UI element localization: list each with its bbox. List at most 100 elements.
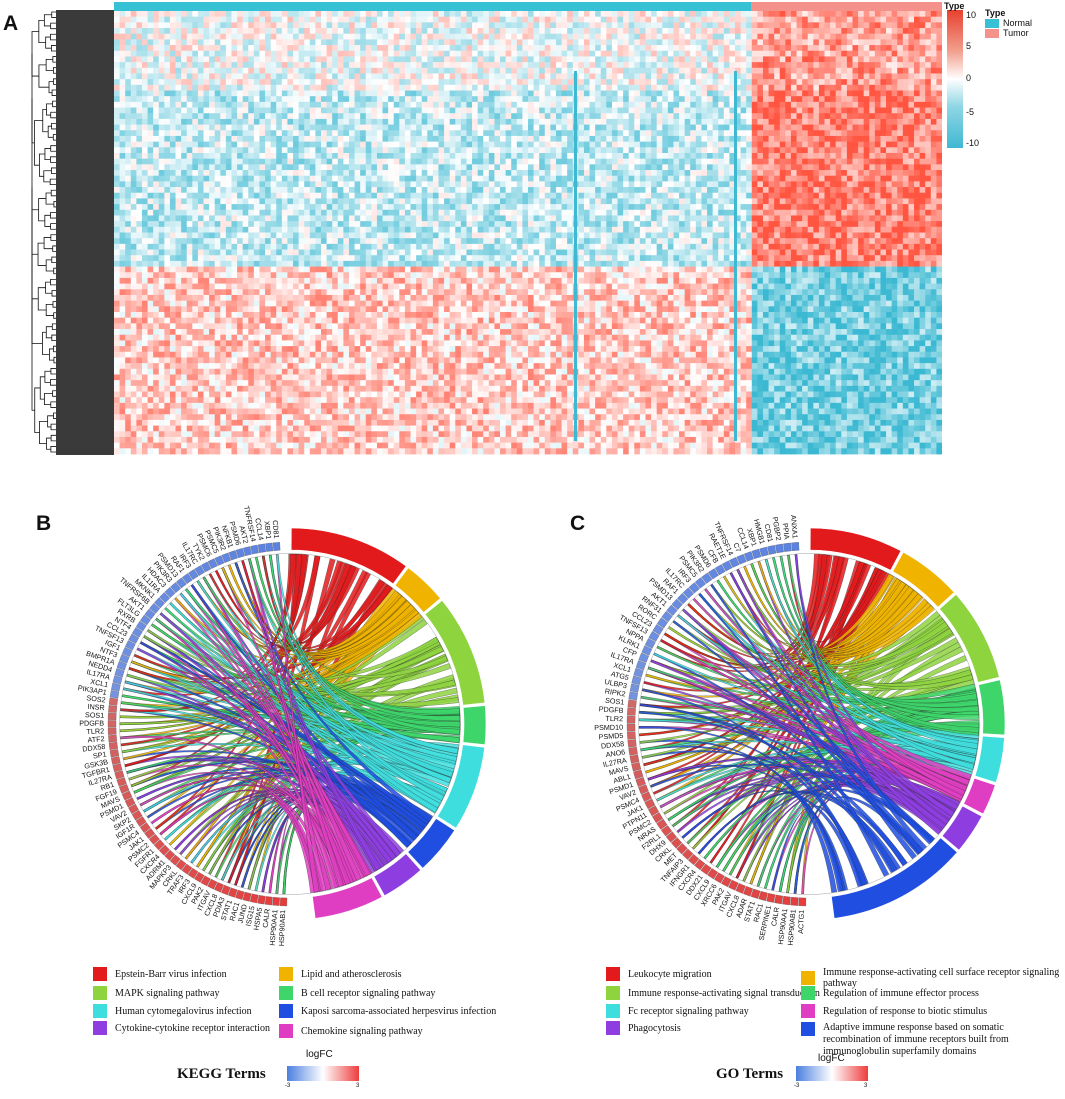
- heatmap-cell: [404, 124, 411, 131]
- heatmap-cell: [662, 90, 669, 97]
- heatmap-cell: [522, 158, 529, 165]
- heatmap-cell: [242, 79, 249, 86]
- heatmap-cell: [578, 79, 585, 86]
- heatmap-cell: [186, 124, 193, 131]
- heatmap-cell: [477, 170, 484, 177]
- heatmap-cell: [707, 158, 714, 165]
- heatmap-cell: [578, 90, 585, 97]
- heatmap-cell: [869, 101, 876, 108]
- heatmap-cell: [796, 181, 803, 188]
- heatmap-cell: [522, 11, 529, 18]
- heatmap-cell: [472, 56, 479, 63]
- heatmap-cell: [477, 124, 484, 131]
- heatmap-cell: [130, 113, 137, 120]
- heatmap-cell: [494, 45, 501, 52]
- heatmap-cell: [416, 67, 423, 74]
- heatmap-cell: [869, 39, 876, 46]
- heatmap-cell: [276, 141, 283, 148]
- heatmap-cell: [304, 90, 311, 97]
- heatmap-cell: [729, 187, 736, 194]
- heatmap-cell: [533, 62, 540, 69]
- heatmap-cell: [242, 101, 249, 108]
- heatmap-cell: [141, 16, 148, 23]
- heatmap-cell: [528, 39, 534, 46]
- heatmap-cell: [925, 22, 932, 29]
- heatmap-cell: [315, 107, 322, 114]
- heatmap-cell: [293, 181, 300, 188]
- heatmap-cell: [125, 141, 132, 148]
- heatmap-cell: [181, 147, 188, 154]
- heatmap-cell: [483, 45, 490, 52]
- heatmap-cell: [203, 101, 210, 108]
- heatmap-cell: [186, 118, 193, 125]
- heatmap-cell: [539, 56, 546, 63]
- heatmap-cell: [511, 101, 518, 108]
- heatmap-cell: [309, 62, 316, 69]
- heatmap-cell: [472, 107, 479, 114]
- heatmap-cell: [404, 28, 411, 35]
- heatmap-cell: [578, 50, 585, 57]
- heatmap-cell: [410, 90, 417, 97]
- heatmap-cell: [925, 67, 932, 74]
- heatmap-cell: [472, 147, 479, 154]
- heatmap-cell: [511, 50, 518, 57]
- heatmap-cell: [595, 158, 602, 165]
- heatmap-cell: [578, 118, 585, 125]
- heatmap-cell: [248, 175, 255, 182]
- dendrogram-branch: [53, 356, 56, 364]
- heatmap-cell: [606, 96, 613, 103]
- heatmap-cell: [293, 22, 300, 29]
- heatmap-cell: [203, 33, 210, 40]
- heatmap-cell: [505, 107, 512, 114]
- heatmap-cell: [203, 45, 210, 52]
- heatmap-cell: [321, 90, 327, 97]
- heatmap-cell: [886, 135, 893, 143]
- heatmap-cell: [628, 152, 635, 160]
- heatmap-cell: [326, 118, 333, 125]
- heatmap-cell: [611, 50, 618, 57]
- heatmap-cell: [287, 56, 294, 63]
- heatmap-cell: [623, 158, 630, 165]
- heatmap-cell: [790, 141, 797, 148]
- heatmap-cell: [371, 56, 378, 63]
- heatmap-cell: [578, 39, 585, 46]
- heatmap-cell: [886, 56, 893, 63]
- heatmap-cell: [707, 11, 714, 18]
- heatmap-cell: [936, 130, 942, 137]
- heatmap-cell: [863, 152, 870, 160]
- heatmap-cell: [824, 22, 831, 29]
- heatmap-cell: [281, 79, 288, 86]
- heatmap-cell: [785, 33, 792, 40]
- heatmap-cell: [343, 141, 350, 148]
- heatmap-cell: [181, 118, 188, 125]
- heatmap-cell: [533, 45, 540, 52]
- heatmap-cell: [852, 39, 859, 46]
- heatmap-cell: [651, 118, 658, 125]
- dendrogram-branch: [53, 267, 56, 275]
- heatmap-cell: [421, 158, 428, 165]
- dendrogram-branch: [50, 156, 56, 163]
- heatmap-cell: [253, 187, 260, 194]
- heatmap-cell: [634, 113, 641, 120]
- heatmap-cell: [925, 11, 932, 18]
- heatmap-cell: [897, 187, 904, 194]
- heatmap-cell: [382, 124, 389, 131]
- heatmap-cell: [656, 175, 663, 182]
- heatmap-cell: [332, 56, 339, 63]
- heatmap-cell: [695, 16, 702, 23]
- heatmap-cell: [321, 130, 327, 137]
- heatmap-cell: [488, 90, 495, 97]
- heatmap-cell: [746, 62, 753, 69]
- heatmap-cell: [382, 130, 389, 137]
- heatmap-cell: [567, 124, 574, 131]
- heatmap-cell: [611, 124, 618, 131]
- heatmap-cell: [528, 181, 534, 188]
- heatmap-cell: [321, 181, 327, 188]
- heatmap-cell: [606, 135, 613, 143]
- heatmap-cell: [186, 130, 193, 137]
- heatmap-cell: [645, 11, 652, 18]
- heatmap-cell: [707, 113, 714, 120]
- heatmap-cell: [438, 11, 445, 18]
- heatmap-cell: [550, 33, 557, 40]
- heatmap-cell: [460, 56, 467, 63]
